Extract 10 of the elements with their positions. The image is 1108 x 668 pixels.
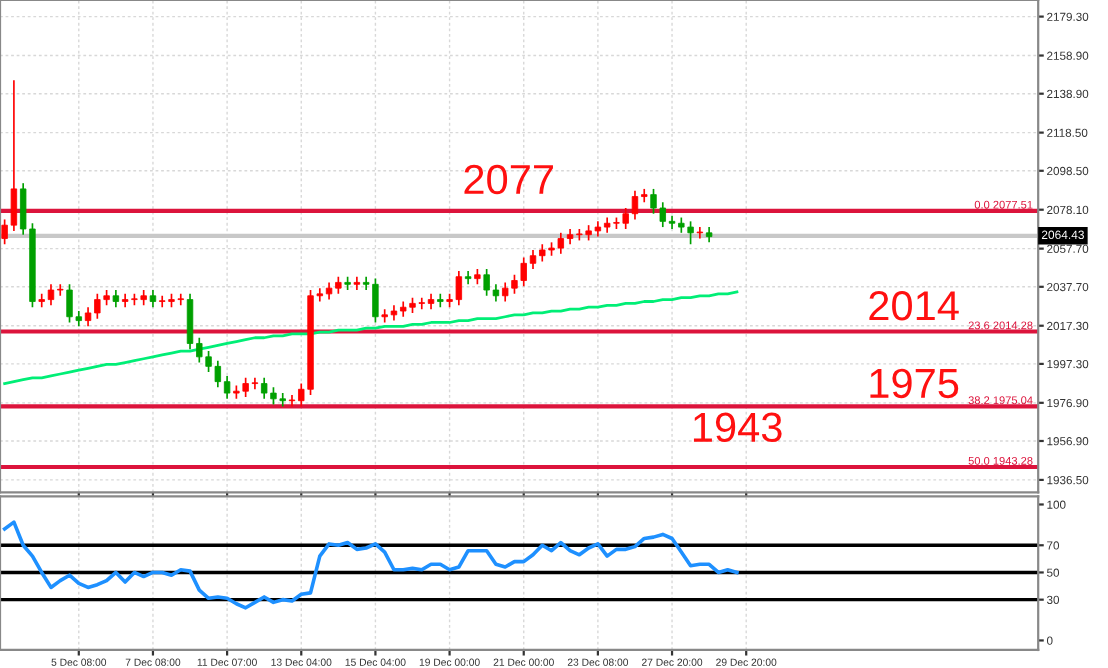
- candlestick: [696, 226, 704, 240]
- line-series: [3, 290, 739, 385]
- line-series: [2, 520, 739, 610]
- annotation: 1943: [693, 412, 782, 443]
- candlestick: [437, 293, 444, 309]
- annotation: 2014: [869, 290, 959, 321]
- candlestick: [353, 275, 361, 291]
- annotation: 1975: [870, 368, 959, 399]
- annotation: 2077: [464, 164, 553, 195]
- candlestick: [464, 270, 472, 286]
